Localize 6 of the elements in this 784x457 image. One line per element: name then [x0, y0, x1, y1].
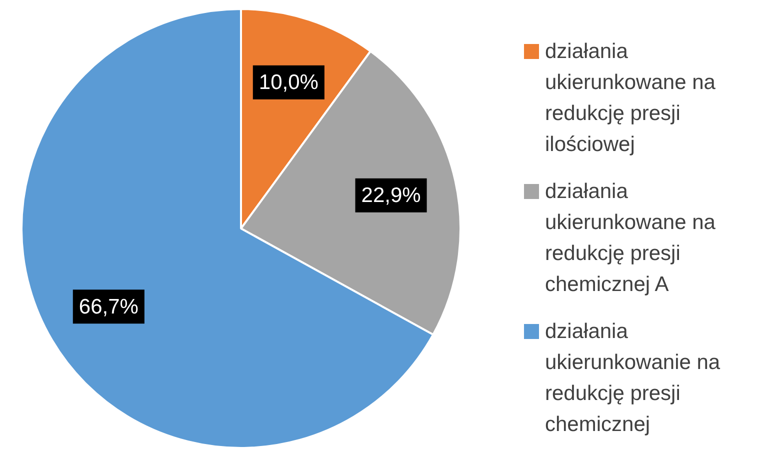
legend-label: działania ukierunkowane na redukcję presji chemicznej A — [545, 179, 716, 298]
legend-label: działania ukierunkowanie na redukcję presji chemicznej — [545, 319, 722, 438]
data-label: 10,0% — [258, 71, 318, 94]
data-label: 22,9% — [361, 184, 421, 208]
data-label: 66,7% — [78, 295, 138, 318]
legend-label: działania ukierunkowane na redukcję presji ilościowej — [545, 39, 716, 158]
